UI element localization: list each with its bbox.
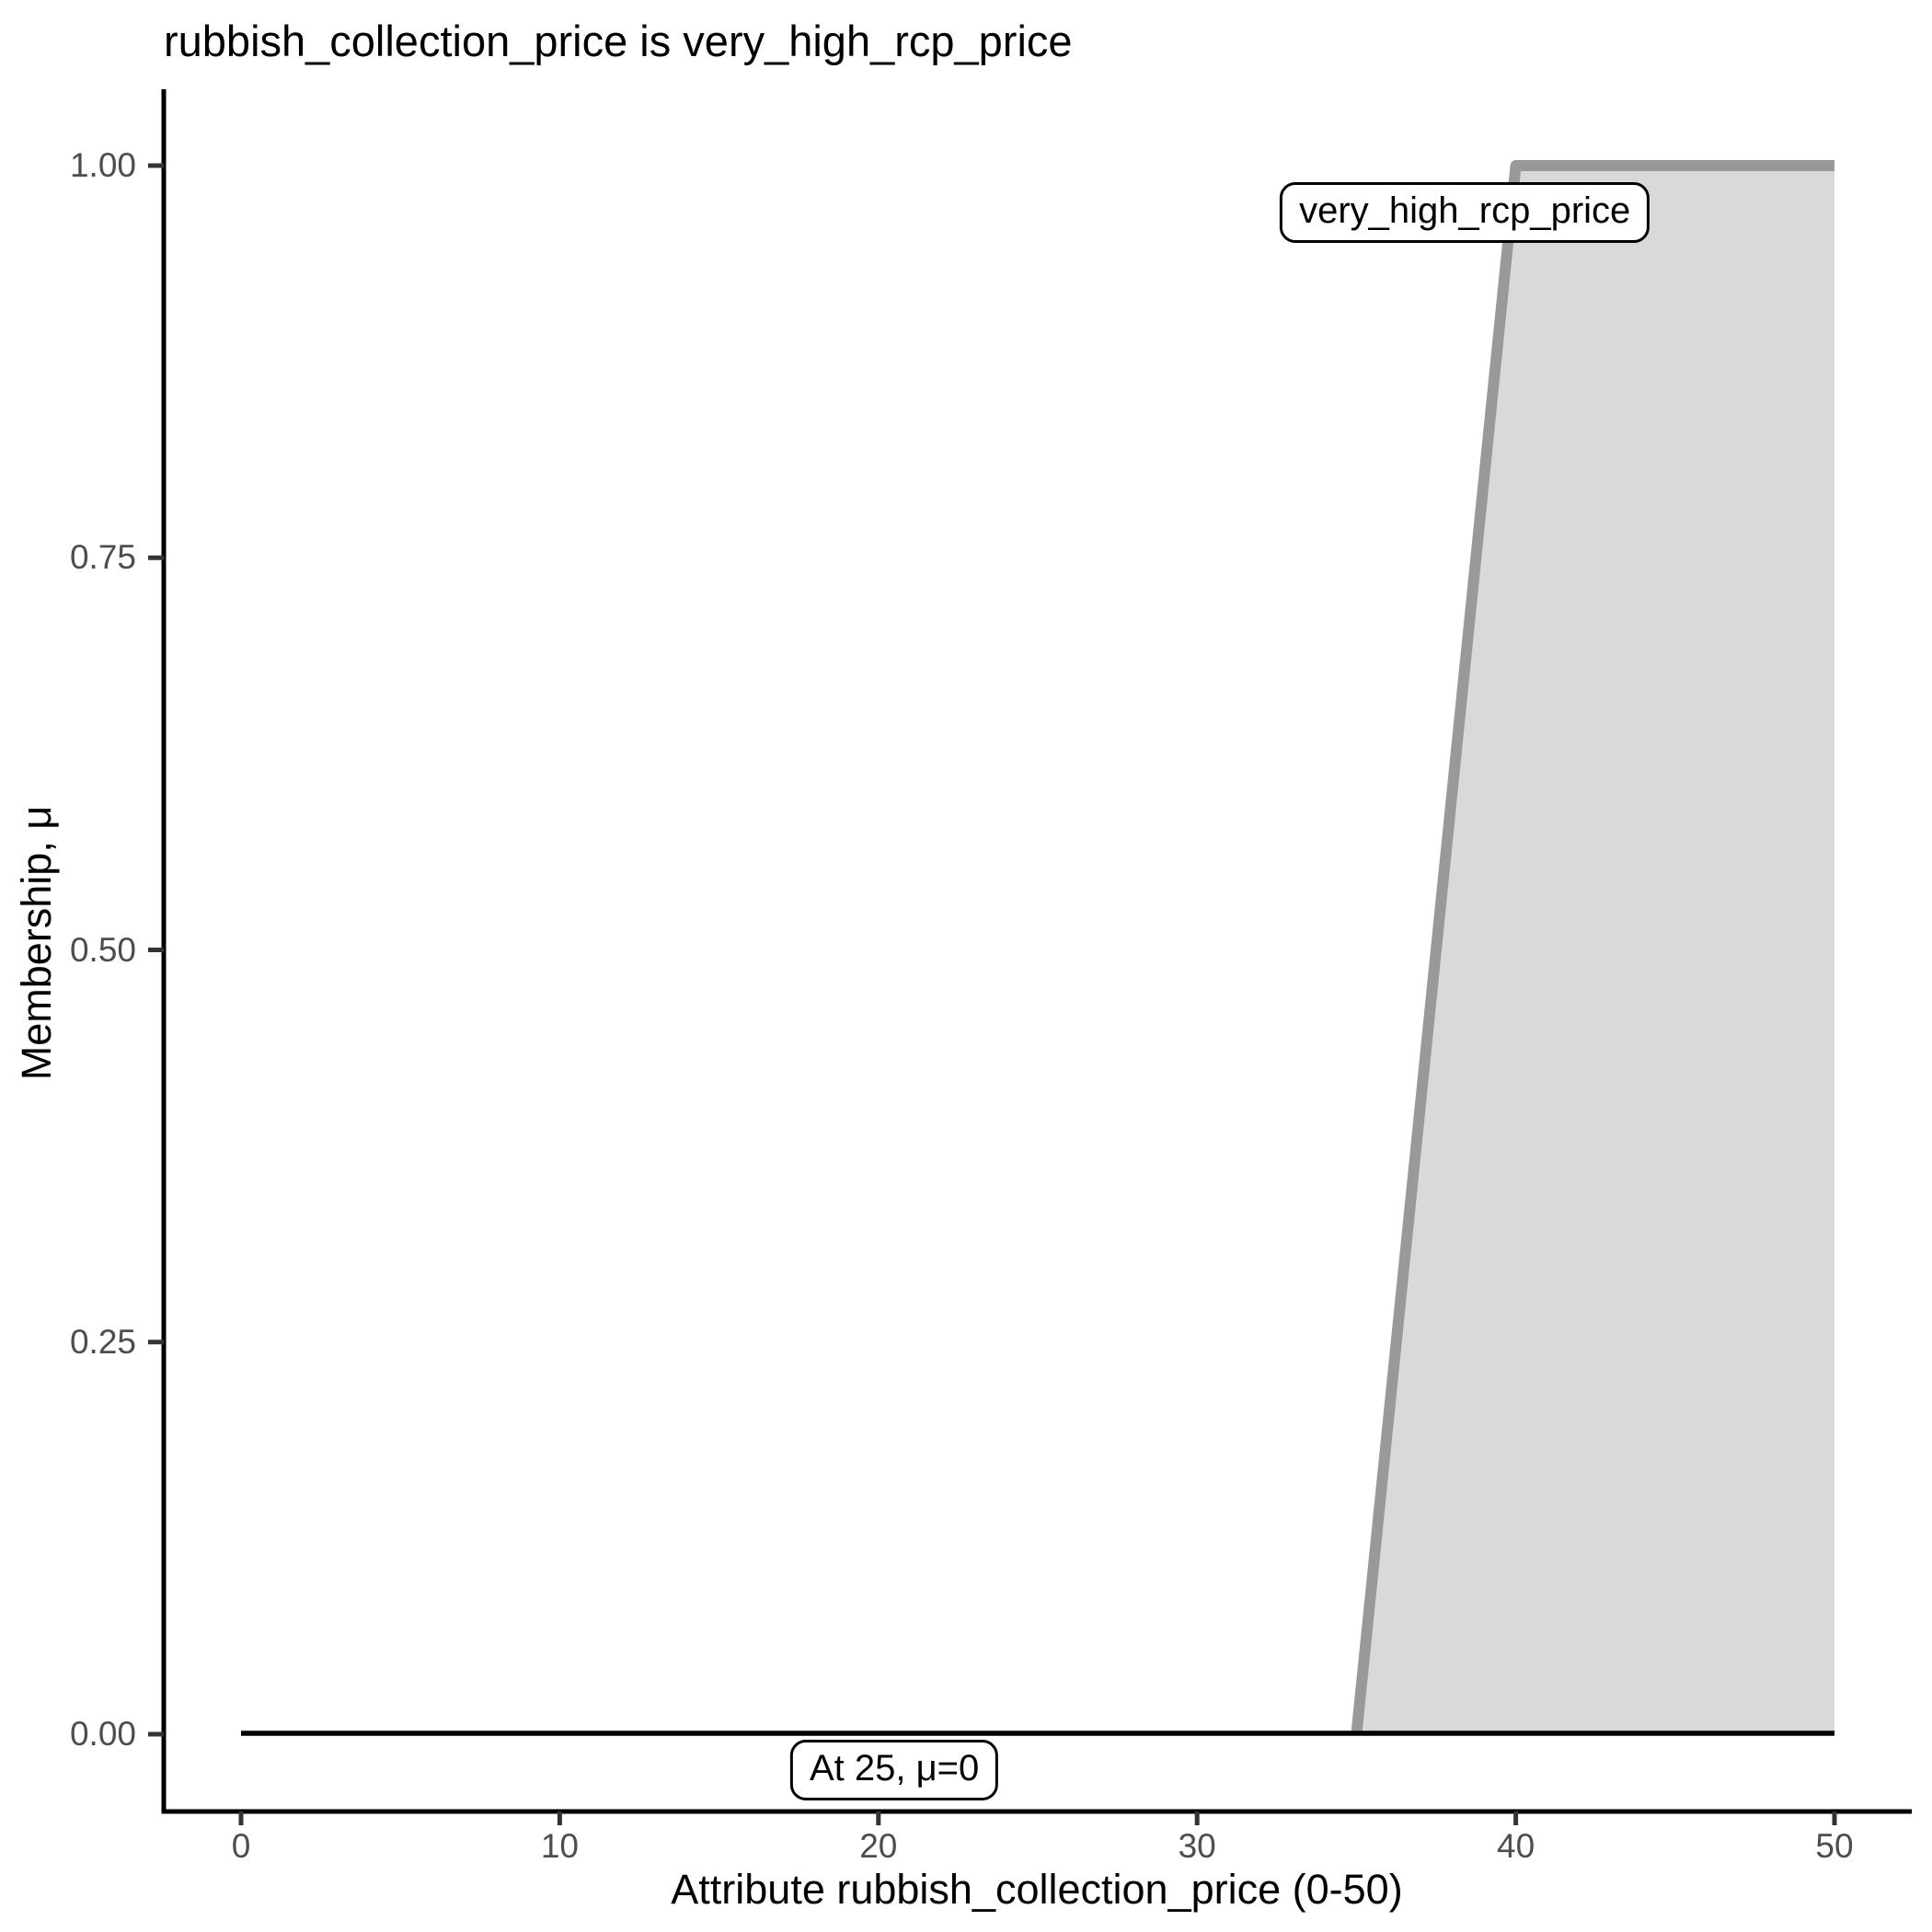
y-tick-label: 0.25 [69,1322,136,1361]
x-tick-label: 10 [540,1827,579,1865]
y-axis-tick-marks [148,163,164,1737]
chart-title: rubbish_collection_price is very_high_rc… [164,17,1073,65]
x-axis-title: Attribute rubbish_collection_price (0-50… [671,1866,1403,1913]
y-axis-title: Membership, μ [13,805,60,1081]
x-tick-label: 50 [1815,1827,1854,1865]
x-tick-label: 30 [1178,1827,1216,1865]
x-tick-label: 20 [859,1827,898,1865]
x-axis-tick-marks [238,1811,1837,1825]
membership-function-line [1351,160,1834,1735]
membership-area-fill [1356,166,1834,1734]
y-tick-label: 0.50 [69,930,136,969]
membership-value-label-text: At 25, μ=0 [809,1748,980,1789]
set-name-label-text: very_high_rcp_price [1299,190,1631,232]
y-tick-label: 0.00 [69,1715,136,1753]
x-tick-label: 40 [1497,1827,1535,1865]
membership-value-label-box: At 25, μ=0 [789,1740,999,1801]
x-tick-label: 0 [231,1827,251,1865]
set-name-label-box: very_high_rcp_price [1280,182,1650,244]
y-tick-label: 1.00 [69,146,136,184]
y-tick-label: 0.75 [69,538,136,577]
